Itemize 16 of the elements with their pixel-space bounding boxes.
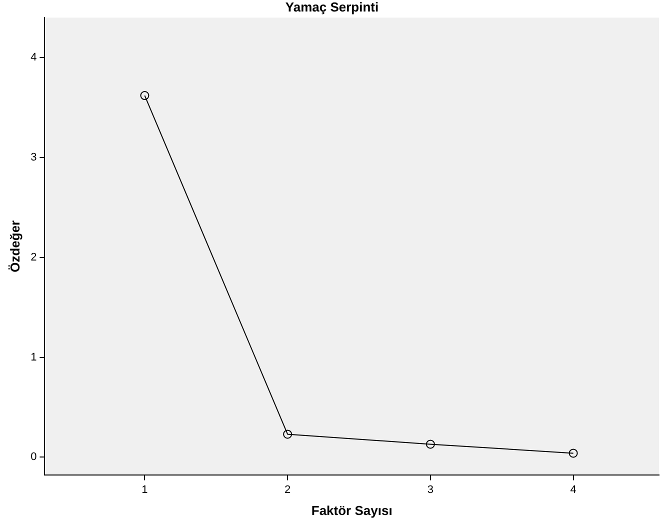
- y-tick-label: 3: [30, 152, 37, 164]
- x-axis-title: Faktör Sayısı: [311, 502, 392, 518]
- y-tick-label: 0: [30, 451, 37, 464]
- x-tick-label: 4: [570, 484, 576, 496]
- y-axis-title: Özdeğer: [7, 220, 22, 272]
- chart-title: Yamaç Serpinti: [285, 0, 379, 14]
- y-tick-label: 4: [30, 52, 37, 64]
- point: [140, 91, 150, 100]
- point: [568, 448, 578, 458]
- x-tick-label: 2: [284, 484, 291, 496]
- point: [426, 440, 435, 449]
- y-tick-label: 1: [30, 351, 37, 364]
- point: [283, 430, 292, 439]
- x-tick-label: 1: [142, 484, 148, 496]
- x-tick-label: 3: [427, 484, 434, 496]
- y-tick-label: 2: [30, 251, 37, 264]
